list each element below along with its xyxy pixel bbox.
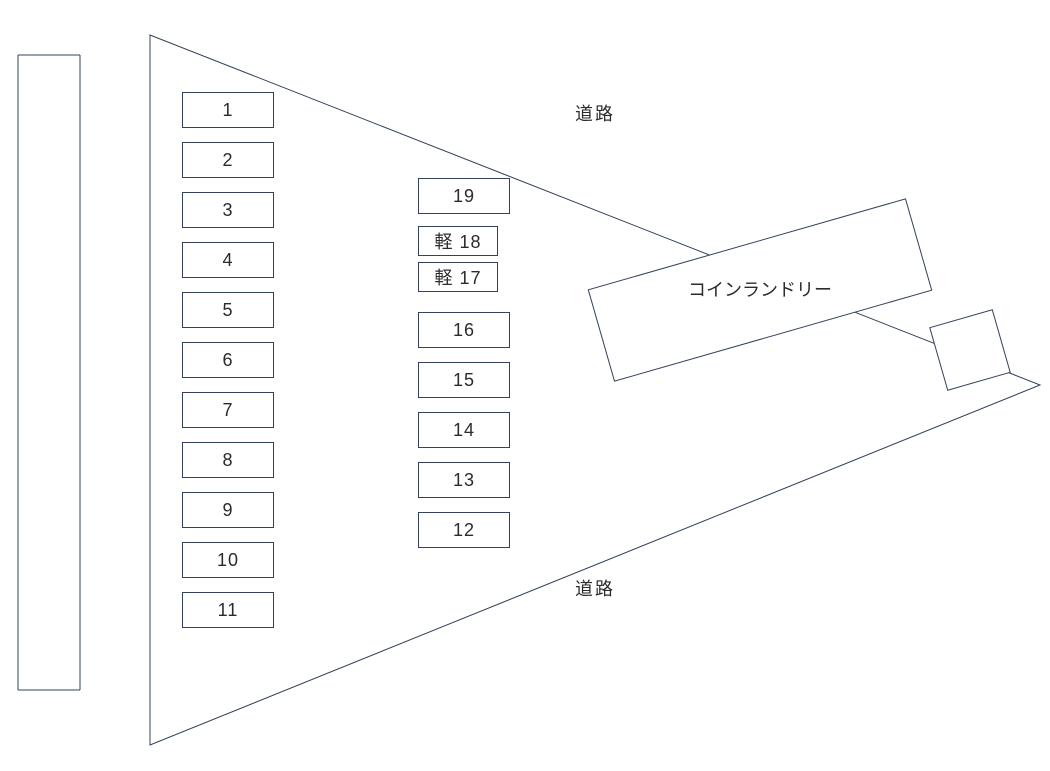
parking-slot-2: 2 — [182, 142, 274, 178]
parking-slot-5: 5 — [182, 292, 274, 328]
parking-lot-diagram: コインランドリー 1234567891011 19軽 18軽 171615141… — [0, 0, 1050, 771]
parking-slot-3: 3 — [182, 192, 274, 228]
parking-slot-19: 19 — [418, 178, 510, 214]
coin-laundry-building: コインランドリー — [588, 199, 931, 381]
parking-slot-7: 7 — [182, 392, 274, 428]
parking-slot-14: 14 — [418, 412, 510, 448]
parking-slot-9: 9 — [182, 492, 274, 528]
parking-slot-16: 16 — [418, 312, 510, 348]
parking-slot-軽18: 軽 18 — [418, 226, 498, 256]
aux-building — [930, 310, 1010, 390]
parking-slot-15: 15 — [418, 362, 510, 398]
road-label-top: 道路 — [575, 100, 615, 126]
parking-slot-11: 11 — [182, 592, 274, 628]
diagram-lines: コインランドリー — [0, 0, 1050, 771]
parking-slot-4: 4 — [182, 242, 274, 278]
laundry-label: コインランドリー — [688, 280, 832, 300]
parking-slot-6: 6 — [182, 342, 274, 378]
parking-slot-13: 13 — [418, 462, 510, 498]
parking-slot-軽17: 軽 17 — [418, 262, 498, 292]
parking-slot-12: 12 — [418, 512, 510, 548]
parking-slot-1: 1 — [182, 92, 274, 128]
road-label-bottom: 道路 — [575, 575, 615, 601]
parking-slot-8: 8 — [182, 442, 274, 478]
parking-slot-10: 10 — [182, 542, 274, 578]
